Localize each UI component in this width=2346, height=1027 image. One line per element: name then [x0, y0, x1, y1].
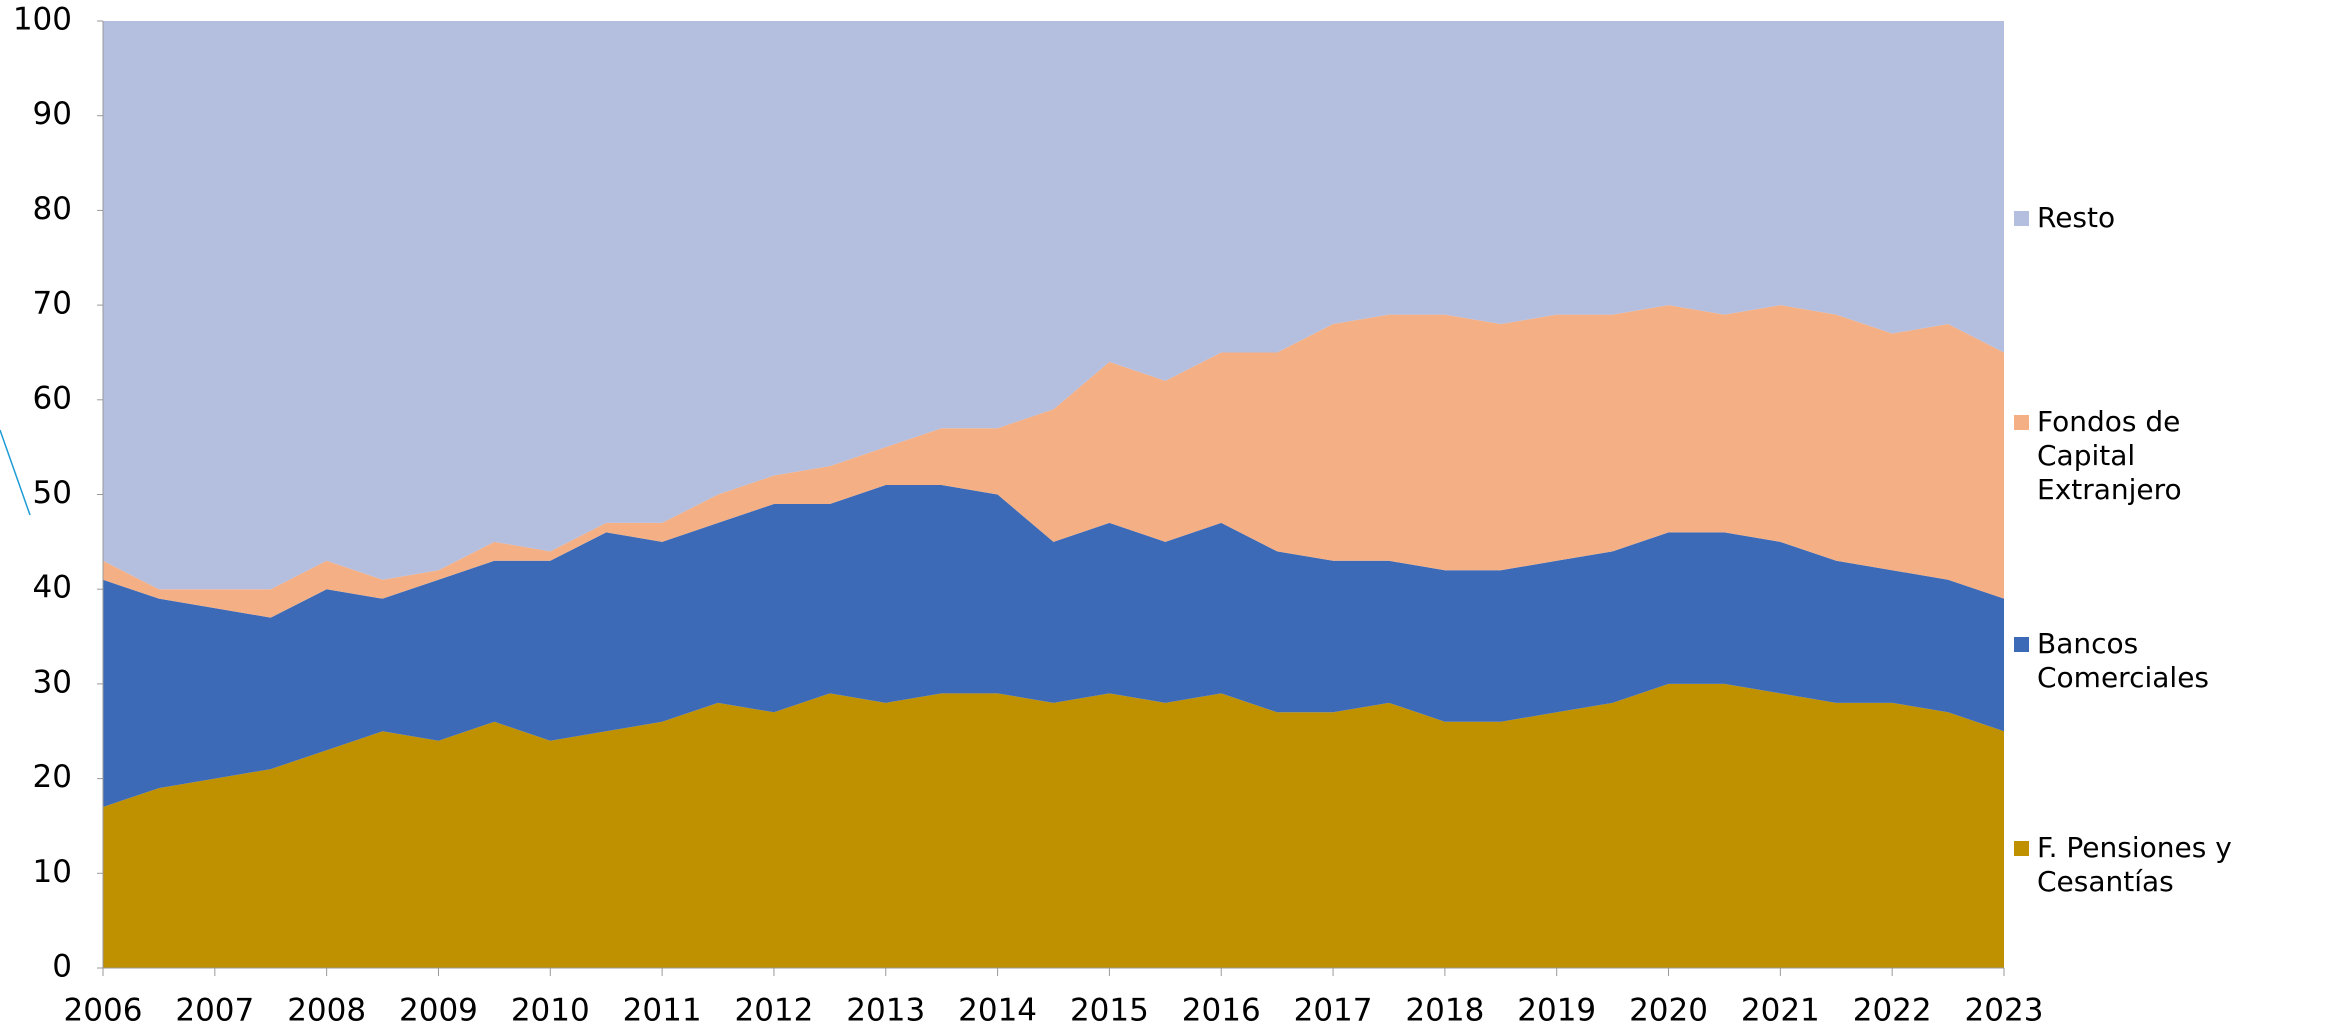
- y-tick-label: 30: [33, 664, 72, 700]
- legend-item: F. Pensiones y Cesantías: [2014, 831, 2344, 899]
- x-tick-label: 2006: [64, 993, 143, 1027]
- y-tick-label: 20: [33, 759, 72, 795]
- legend-swatch: [2014, 211, 2029, 226]
- x-tick-label: 2018: [1405, 993, 1484, 1027]
- legend-swatch: [2014, 637, 2029, 652]
- y-tick-label: 40: [33, 570, 72, 606]
- y-tick-label: 0: [52, 949, 72, 985]
- legend-item: Fondos de Capital Extranjero: [2014, 405, 2344, 507]
- x-tick-label: 2016: [1182, 993, 1261, 1027]
- legend: F. Pensiones y Cesantías Bancos Comercial…: [2014, 0, 2344, 1027]
- x-tick-label: 2015: [1070, 993, 1149, 1027]
- legend-swatch: [2014, 415, 2029, 430]
- x-tick-label: 2023: [1965, 993, 2044, 1027]
- y-tick-label: 70: [33, 286, 72, 322]
- x-tick-label: 2017: [1294, 993, 1373, 1027]
- x-tick-label: 2008: [287, 993, 366, 1027]
- x-tick-label: 2020: [1629, 993, 1708, 1027]
- y-tick-label: 10: [33, 854, 72, 890]
- y-tick-label: 100: [13, 2, 72, 38]
- x-tick-label: 2019: [1517, 993, 1596, 1027]
- legend-label: F. Pensiones y Cesantías: [2037, 831, 2232, 898]
- x-tick-label: 2013: [846, 993, 925, 1027]
- y-tick-label: 60: [33, 380, 72, 416]
- x-tick-label: 2021: [1741, 993, 1820, 1027]
- x-tick-label: 2011: [623, 993, 702, 1027]
- y-tick-label: 50: [33, 475, 72, 511]
- area: [103, 485, 2004, 808]
- area: [103, 683, 2004, 968]
- legend-item: Bancos Comerciales: [2014, 627, 2344, 695]
- x-tick-label: 2022: [1853, 993, 1932, 1027]
- y-tick-label: 90: [33, 96, 72, 132]
- x-tick-label: 2009: [399, 993, 478, 1027]
- x-tick-label: 2014: [958, 993, 1037, 1027]
- legend-item: Resto: [2014, 201, 2344, 235]
- area: [103, 305, 2004, 618]
- legend-label: Resto: [2037, 201, 2116, 234]
- y-tick-label: 80: [33, 191, 72, 227]
- legend-label: Fondos de Capital Extranjero: [2037, 405, 2182, 506]
- decoration-line: [0, 429, 31, 516]
- x-tick-label: 2012: [734, 993, 813, 1027]
- x-tick-label: 2007: [175, 993, 254, 1027]
- x-tick-label: 2010: [511, 993, 590, 1027]
- legend-label: Bancos Comerciales: [2037, 627, 2210, 694]
- area: [103, 21, 2004, 590]
- legend-swatch: [2014, 841, 2029, 856]
